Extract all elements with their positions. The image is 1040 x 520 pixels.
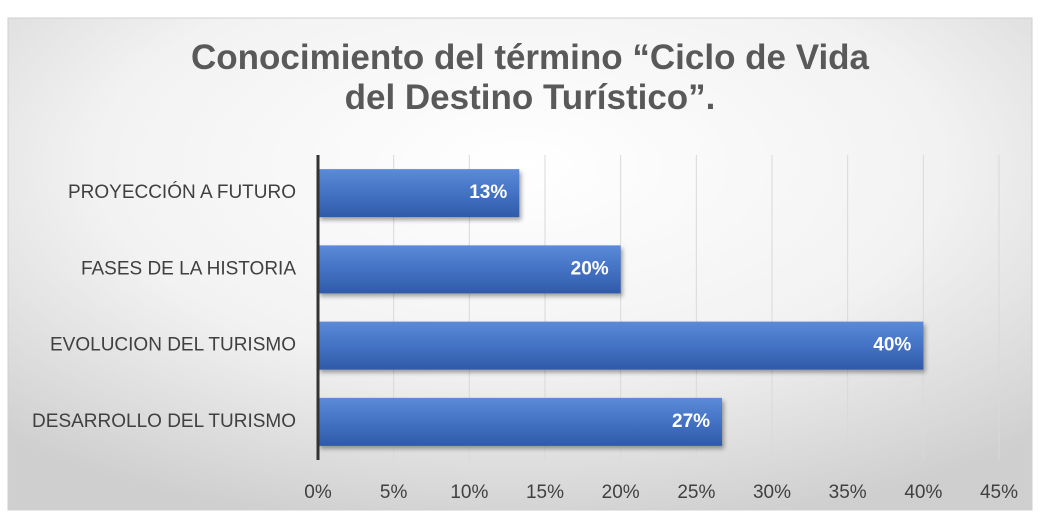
x-tick-label: 10%	[450, 482, 488, 503]
x-tick-label: 20%	[602, 482, 640, 503]
category-label: EVOLUCION DEL TURISMO	[50, 335, 296, 356]
data-label: 27%	[672, 411, 710, 432]
category-label: PROYECCIÓN A FUTURO	[68, 181, 296, 203]
chart-title: Conocimiento del término “Ciclo de Vida d…	[191, 38, 870, 117]
category-label: FASES DE LA HISTORIA	[81, 258, 296, 279]
x-tick-label: 45%	[980, 482, 1018, 503]
data-label: 13%	[469, 182, 507, 203]
x-tick-label: 25%	[677, 482, 715, 503]
bar	[318, 321, 924, 370]
category-label: DESARROLLO DEL TURISMO	[32, 411, 296, 432]
x-tick-label: 35%	[829, 482, 867, 503]
x-tick-label: 5%	[380, 482, 408, 503]
x-tick-label: 15%	[526, 482, 564, 503]
data-label: 20%	[571, 258, 609, 279]
x-tick-label: 40%	[904, 482, 942, 503]
data-label: 40%	[873, 335, 911, 356]
bar	[318, 169, 520, 218]
x-tick-label: 0%	[304, 482, 332, 503]
bar	[318, 245, 621, 294]
bar	[318, 397, 723, 446]
x-tick-label: 30%	[753, 482, 791, 503]
